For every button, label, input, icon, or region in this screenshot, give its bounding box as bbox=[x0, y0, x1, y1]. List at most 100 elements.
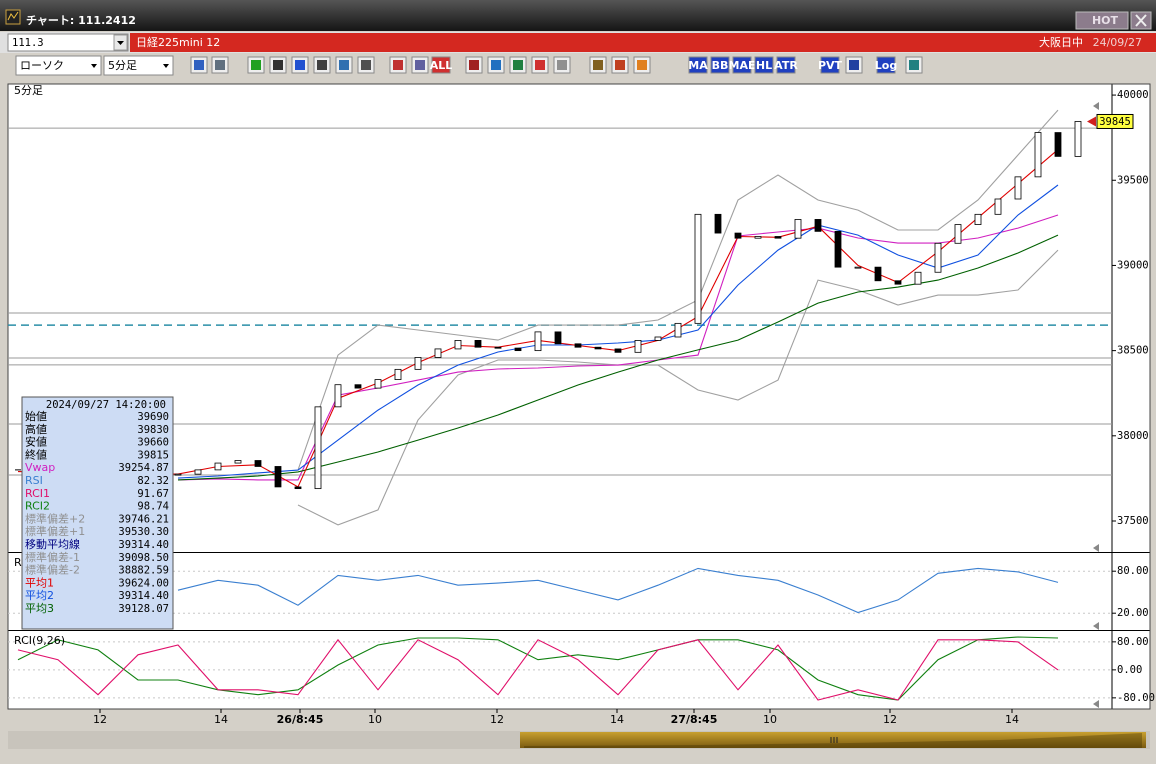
toolbar-icon-glyph bbox=[361, 60, 371, 70]
info-value: 39624.00 bbox=[118, 577, 169, 589]
toolbar-button-label[interactable]: Log bbox=[875, 59, 897, 72]
scroll-marker bbox=[1093, 622, 1099, 630]
info-label: 平均2 bbox=[25, 589, 54, 602]
toolbar-icon-glyph bbox=[194, 60, 204, 70]
info-label: 標準偏差-1 bbox=[25, 550, 80, 564]
toolbar-icon-glyph bbox=[637, 60, 647, 70]
info-label: 標準偏差+1 bbox=[25, 524, 85, 538]
candle bbox=[1014, 176, 1022, 200]
indicator-pane bbox=[8, 567, 1112, 614]
code-input[interactable] bbox=[7, 33, 129, 52]
toolbar-icon-glyph bbox=[513, 60, 523, 70]
y-tick-label: 80.00 bbox=[1117, 636, 1149, 648]
candle bbox=[974, 213, 982, 225]
candle bbox=[174, 473, 182, 476]
scroll-marker bbox=[1093, 102, 1099, 110]
x-tick-label: 14 bbox=[610, 713, 624, 726]
app-icon-glyph bbox=[7, 11, 19, 21]
candle bbox=[394, 368, 402, 380]
info-value: 39815 bbox=[137, 449, 169, 461]
toolbar-icon-glyph bbox=[535, 60, 545, 70]
info-value: 39314.40 bbox=[118, 539, 169, 551]
info-label: RCI2 bbox=[25, 500, 50, 513]
toolbar-icon-glyph bbox=[273, 60, 283, 70]
toolbar-button[interactable] bbox=[820, 56, 840, 74]
code-value[interactable]: 111.3 bbox=[12, 37, 44, 49]
candle bbox=[514, 347, 522, 352]
chart-type-value[interactable]: ローソク bbox=[20, 59, 64, 72]
chart-area bbox=[8, 84, 1150, 709]
last-price-label: 39845 bbox=[1099, 116, 1131, 128]
info-label: 終値 bbox=[25, 447, 47, 461]
toolbar-button[interactable] bbox=[688, 56, 708, 74]
toolbar-icon-glyph bbox=[295, 60, 305, 70]
info-value: 39690 bbox=[137, 411, 169, 423]
candle bbox=[294, 486, 302, 490]
candle bbox=[454, 340, 462, 350]
candle bbox=[414, 357, 422, 370]
candle bbox=[554, 331, 562, 345]
candle bbox=[474, 340, 482, 348]
candle bbox=[654, 336, 662, 341]
candle bbox=[674, 322, 682, 338]
indicator-line bbox=[177, 184, 1059, 479]
y-tick-label: 38000 bbox=[1117, 430, 1149, 442]
candle bbox=[694, 213, 702, 324]
interval-value[interactable]: 5分足 bbox=[108, 59, 137, 72]
candle bbox=[854, 266, 862, 269]
interval-select[interactable] bbox=[103, 55, 174, 76]
toolbar-button-label[interactable]: MA bbox=[688, 59, 708, 72]
scrollbar-thumb[interactable] bbox=[520, 732, 1146, 748]
candle bbox=[934, 242, 942, 273]
candle bbox=[334, 384, 342, 408]
candle bbox=[254, 460, 262, 467]
info-label: 平均1 bbox=[25, 576, 54, 589]
toolbar-button-label[interactable]: HL bbox=[756, 59, 772, 72]
dropdown-arrow bbox=[91, 64, 97, 68]
toolbar-icon-glyph bbox=[909, 60, 919, 70]
info-label: RSI bbox=[25, 474, 43, 487]
hot-label[interactable]: HOT bbox=[1092, 14, 1119, 27]
chart-type-select[interactable] bbox=[15, 55, 102, 76]
toolbar-button-label[interactable]: MAE bbox=[729, 59, 756, 72]
toolbar-button-label[interactable]: ALL bbox=[430, 59, 453, 72]
price-pane bbox=[8, 109, 1112, 526]
toolbar-button[interactable] bbox=[431, 56, 451, 74]
info-timestamp: 2024/09/27 14:20:00 bbox=[46, 399, 166, 411]
toolbar-button-label[interactable]: ATR bbox=[774, 59, 798, 72]
dropdown-arrow bbox=[163, 64, 169, 68]
candle bbox=[234, 460, 242, 464]
last-price-arrow bbox=[1087, 116, 1096, 127]
info-value: 39128.07 bbox=[118, 603, 169, 615]
candle bbox=[734, 232, 742, 239]
dropdown-arrow bbox=[117, 41, 124, 45]
toolbar-button-label[interactable]: BB bbox=[712, 59, 729, 72]
candle bbox=[754, 236, 762, 239]
toolbar-button[interactable] bbox=[776, 56, 796, 74]
candle bbox=[894, 280, 902, 285]
candle bbox=[634, 340, 642, 353]
toolbar-button[interactable] bbox=[732, 56, 752, 74]
hot-button[interactable] bbox=[1075, 11, 1129, 30]
x-tick-label: 10 bbox=[763, 713, 777, 726]
x-tick-label: 14 bbox=[214, 713, 228, 726]
candle bbox=[354, 384, 362, 389]
candle bbox=[194, 469, 202, 475]
y-tick-label: 40000 bbox=[1117, 89, 1149, 101]
indicator-line bbox=[17, 636, 1059, 701]
toolbar-button[interactable] bbox=[754, 56, 774, 74]
indicator-line bbox=[17, 638, 1059, 701]
candle bbox=[794, 219, 802, 239]
toolbar-button-label[interactable]: PVT bbox=[818, 59, 843, 72]
info-label: Vwap bbox=[25, 461, 55, 474]
candle bbox=[434, 348, 442, 358]
x-tick-label: 12 bbox=[883, 713, 897, 726]
candle bbox=[574, 343, 582, 348]
candle bbox=[874, 266, 882, 282]
header-date: 24/09/27 bbox=[1093, 36, 1142, 49]
y-tick-label: 37500 bbox=[1117, 515, 1149, 527]
toolbar-button[interactable] bbox=[710, 56, 730, 74]
toolbar-button[interactable] bbox=[876, 56, 896, 74]
toolbar-icon-glyph bbox=[593, 60, 603, 70]
